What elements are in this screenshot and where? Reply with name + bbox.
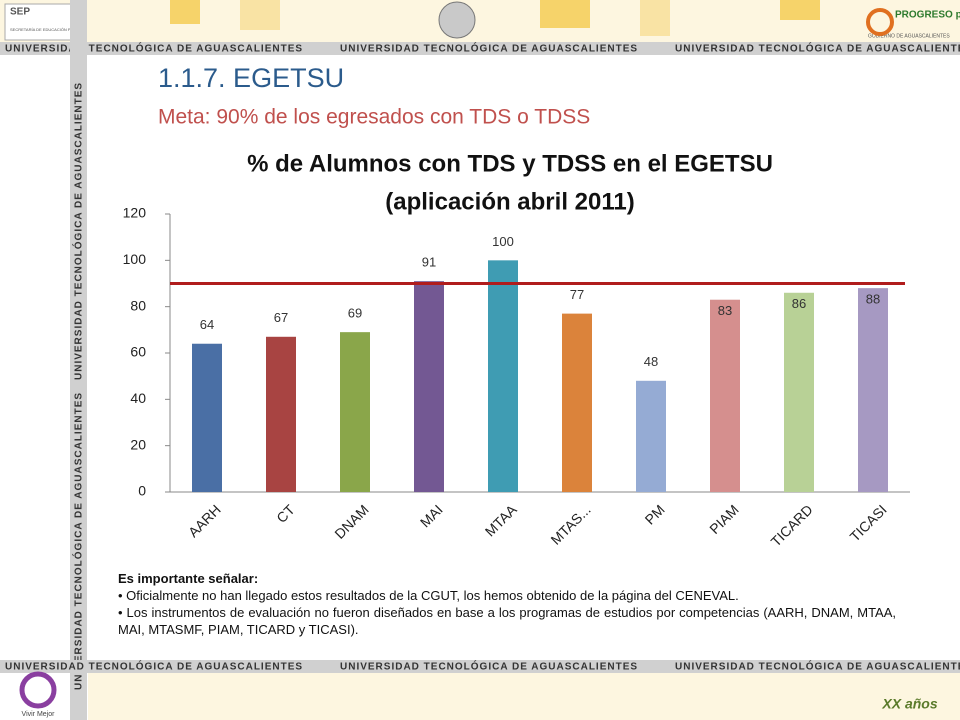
notes: Es importante señalar: Oficialmente no h… [118, 570, 896, 638]
bar [562, 313, 592, 492]
logo-mark [19, 671, 57, 709]
notes-heading: Es importante señalar: [118, 571, 259, 586]
bar [266, 336, 296, 492]
x-tick-label: MTAS... [547, 501, 593, 547]
banner-strip [0, 42, 960, 55]
logo-text: Vivir Mejor [22, 711, 56, 718]
banner-block [240, 0, 280, 30]
banner-block [540, 0, 590, 28]
value-label: 83 [718, 303, 732, 318]
value-label: 48 [644, 354, 658, 369]
bar [858, 288, 888, 492]
x-tick-label: AARH [185, 501, 224, 540]
value-label: 100 [492, 234, 514, 249]
x-tick-label: CT [273, 501, 298, 526]
slide-subheading: Meta: 90% de los egresados con TDS o TDS… [158, 106, 590, 129]
x-tick-label: PIAM [706, 501, 742, 537]
value-label: 67 [274, 310, 288, 325]
x-tick-label: MAI [417, 501, 446, 530]
note: Los instrumentos de evaluación no fueron… [118, 604, 896, 638]
banner-block [170, 0, 200, 24]
value-label: 77 [570, 287, 584, 302]
x-tick-label: TICARD [768, 501, 816, 549]
slide-heading: 1.1.7. EGETSU [158, 63, 344, 93]
x-tick-label: DNAM [331, 501, 371, 541]
value-label: 86 [792, 296, 806, 311]
banner-text: UNIVERSIDAD TECNOLÓGICA DE AGUASCALIENTE… [675, 42, 960, 55]
logo-text: XX años [881, 696, 937, 712]
value-label: 64 [200, 317, 214, 332]
side-text: UNIVERSIDAD TECNOLÓGICA DE AGUASCALIENTE… [72, 392, 85, 690]
logo-text: SEP [10, 7, 30, 18]
banner-strip [0, 660, 960, 673]
y-tick-label: 100 [123, 251, 147, 267]
value-label: 88 [866, 292, 880, 307]
logo-mark [866, 8, 894, 36]
y-tick-label: 80 [130, 297, 146, 313]
x-tick-label: MTAA [482, 501, 521, 540]
value-label: 69 [348, 306, 362, 321]
side-strip [70, 0, 87, 720]
logo-text: PROGRESO para todos [895, 10, 960, 21]
bar [784, 292, 814, 492]
logo-caption: SECRETARÍA DE EDUCACIÓN PÚBLICA [10, 27, 85, 32]
note: Oficialmente no han llegado estos result… [118, 587, 896, 604]
bar [488, 260, 518, 492]
banner-text: UNIVERSIDAD TECNOLÓGICA DE AGUASCALIENTE… [675, 660, 960, 673]
bar [414, 281, 444, 492]
chart-title: % de Alumnos con TDS y TDSS en el EGETSU [247, 150, 773, 177]
bar [340, 332, 370, 492]
y-tick-label: 0 [138, 483, 146, 499]
x-tick-label: PM [642, 501, 668, 527]
x-tick-label: TICASI [847, 501, 890, 544]
banner-text: UNIVERSIDAD TECNOLÓGICA DE AGUASCALIENTE… [340, 42, 638, 55]
bottom-banner [88, 673, 960, 720]
y-tick-label: 60 [130, 344, 146, 360]
y-tick-label: 20 [130, 436, 146, 452]
y-tick-label: 40 [130, 390, 146, 406]
logo-caption: GOBIERNO DE AGUASCALIENTES [868, 33, 950, 39]
banner-block [780, 0, 820, 20]
notes-list: Oficialmente no han llegado estos result… [118, 587, 896, 638]
bar [636, 380, 666, 492]
banner-text: UNIVERSIDAD TECNOLÓGICA DE AGUASCALIENTE… [5, 42, 303, 55]
bar [192, 343, 222, 492]
bar [710, 299, 740, 492]
banner-text: UNIVERSIDAD TECNOLÓGICA DE AGUASCALIENTE… [5, 660, 303, 673]
banner-text: UNIVERSIDAD TECNOLÓGICA DE AGUASCALIENTE… [340, 660, 638, 673]
y-tick-label: 120 [123, 205, 147, 221]
value-label: 91 [422, 255, 436, 270]
banner-block [640, 0, 670, 36]
side-text: UNIVERSIDAD TECNOLÓGICA DE AGUASCALIENTE… [72, 82, 85, 380]
ut-seal [438, 1, 476, 39]
chart-subtitle: (aplicación abril 2011) [385, 188, 634, 215]
